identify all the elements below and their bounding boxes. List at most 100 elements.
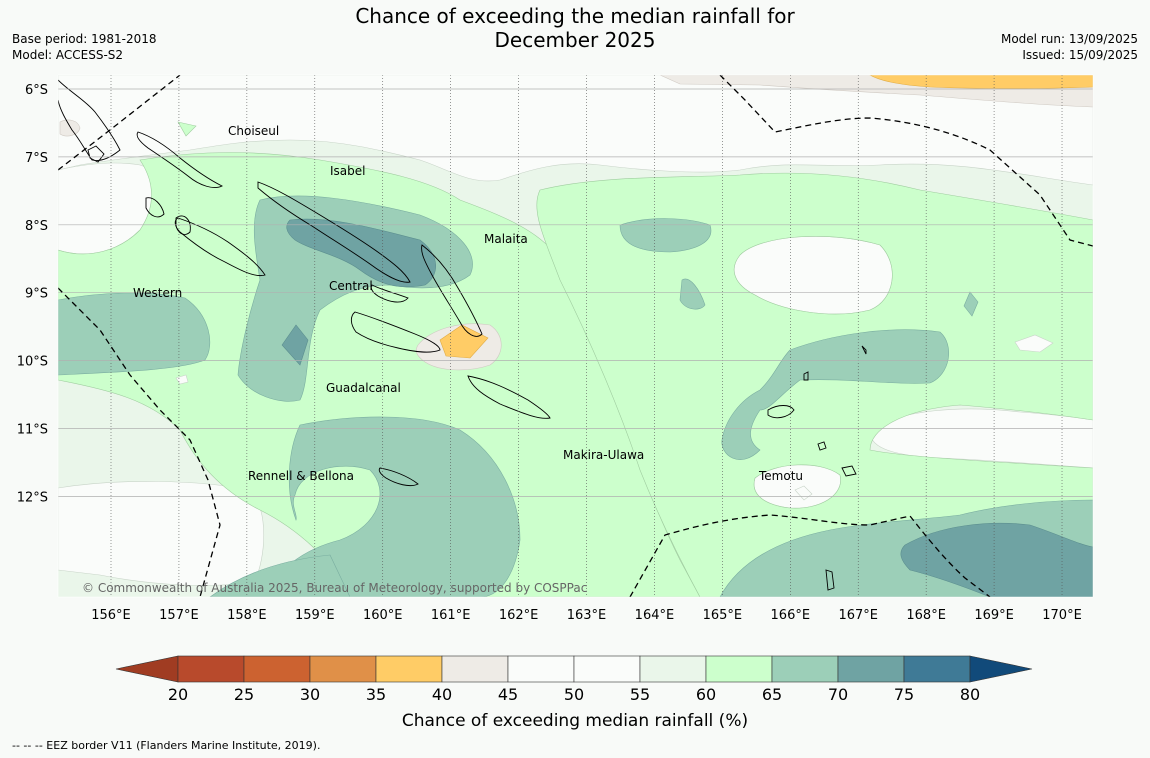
contour-wetter-western (58, 292, 211, 376)
issued-date: Issued: 15/09/2025 (1022, 48, 1138, 62)
label-guadalcanal: Guadalcanal (326, 381, 401, 395)
colorbar-tick: 35 (366, 685, 386, 704)
lon-label: 162°E (499, 608, 539, 623)
contour-neutral-east (1014, 334, 1054, 353)
model-name: Model: ACCESS-S2 (12, 48, 124, 62)
coast-guadalcanal (350, 311, 441, 353)
colorbar-segment (639, 655, 707, 683)
coast-vella (145, 197, 165, 218)
longitude-labels: 156°E 157°E 158°E 159°E 160°E 161°E 162°E 163°E… (91, 608, 1082, 623)
colorbar-tick: 45 (498, 685, 518, 704)
model-run: Model run: 13/09/2025 (1000, 32, 1138, 46)
colorbar-ticks: 20 25 30 35 40 45 50 55 60 65 70 75 80 (168, 685, 980, 704)
colorbar-arrow-high (969, 655, 1033, 683)
coast-santa-cruz-sm (803, 371, 809, 381)
label-rennell-bellona: Rennell & Bellona (248, 469, 354, 483)
label-western: Western (133, 286, 182, 300)
gridlines-latitude (58, 88, 1093, 497)
eez-border-southeast (629, 514, 991, 597)
coast-ndeni (767, 405, 795, 419)
lon-label: 159°E (295, 608, 335, 623)
contour-near-median-north (58, 75, 1093, 186)
colorbar-tick: 70 (828, 685, 848, 704)
lon-label: 156°E (91, 608, 131, 623)
coast-makira (467, 375, 551, 419)
contour-strong-wet-central (281, 324, 309, 366)
contour-strong-wet-solomons (286, 218, 436, 288)
contour-wetter-southwest (209, 554, 351, 597)
contour-wetter-malaita-east (619, 218, 712, 253)
lon-label: 169°E (974, 608, 1014, 623)
lon-label: 165°E (703, 608, 743, 623)
contour-dry-north (869, 75, 1093, 89)
colorbar (115, 655, 1033, 683)
colorbar-tick: 50 (564, 685, 584, 704)
colorbar-tick: 60 (696, 685, 716, 704)
eez-border-northeast (719, 75, 1093, 247)
colorbar-segment (309, 655, 377, 683)
lon-label: 166°E (771, 608, 811, 623)
colorbar-segment (177, 655, 245, 683)
meta-right: Model run: 13/09/2025 Issued: 15/09/2025 (1001, 31, 1138, 63)
coast-rennell (378, 467, 419, 487)
colorbar-segment (837, 655, 905, 683)
label-malaita: Malaita (484, 232, 528, 246)
contour-near-median-southwest (58, 481, 264, 586)
label-choiseul: Choiseul (228, 124, 279, 138)
title-line-1: Chance of exceeding the median rainfall … (355, 4, 795, 28)
colorbar-tick: 25 (234, 685, 254, 704)
contour-wetter-east (536, 172, 1093, 597)
lon-label: 158°E (227, 608, 267, 623)
coast-bougainville (58, 79, 121, 161)
lon-label: 167°E (838, 608, 878, 623)
label-temotu: Temotu (758, 469, 803, 483)
colorbar-segment (903, 655, 971, 683)
lat-label: 11°S (17, 423, 48, 438)
contour-neutral-nw (59, 119, 81, 137)
colorbar-tick: 55 (630, 685, 650, 704)
latitude-labels: 6°S 7°S 8°S 9°S 10°S 11°S 12°S (17, 83, 48, 505)
colorbar-tick: 30 (300, 685, 320, 704)
coast-ranongga (175, 215, 191, 235)
contour-wetter-168 (963, 291, 979, 317)
coast-south-small (825, 569, 835, 591)
coast-choiseul (136, 131, 224, 188)
contour-wetter-164 (679, 278, 706, 310)
map-area: © Commonwealth of Australia 2025, Bureau… (58, 75, 1093, 597)
eez-borders (58, 75, 1093, 597)
contour-dry-central (439, 324, 489, 359)
lat-label: 7°S (25, 151, 48, 166)
title-line-2: December 2025 (494, 28, 656, 52)
colorbar-segment (441, 655, 509, 683)
eez-border-west (58, 287, 221, 597)
label-makira-ulawa: Makira-Ulawa (563, 448, 644, 462)
lon-label: 170°E (1042, 608, 1082, 623)
lon-label: 160°E (363, 608, 403, 623)
coast-malaita (421, 244, 483, 337)
colorbar-tick: 65 (762, 685, 782, 704)
coast-utupua (817, 441, 827, 451)
contour-wetter-nw (177, 121, 197, 137)
lat-label: 6°S (25, 83, 48, 98)
lon-label: 161°E (431, 608, 471, 623)
lon-label: 157°E (159, 608, 199, 623)
gridlines-longitude (110, 75, 1063, 597)
colorbar-tick: 40 (432, 685, 452, 704)
lon-label: 168°E (906, 608, 946, 623)
lat-label: 10°S (17, 355, 48, 370)
eez-footer-note: -- -- -- EEZ border V11 (Flanders Marine… (12, 739, 321, 752)
colorbar-segment (705, 655, 773, 683)
coast-tikopia (861, 345, 867, 355)
colorbar-segment (573, 655, 641, 683)
lat-label: 12°S (17, 490, 48, 505)
colorbar-segment (771, 655, 839, 683)
coastlines (58, 79, 867, 591)
contour-wetter-rennell (259, 416, 521, 597)
label-central: Central (329, 279, 373, 293)
eez-border-northwest (58, 75, 181, 171)
coast-isabel (257, 181, 411, 283)
lat-label: 8°S (25, 219, 48, 234)
colorbar-segment (243, 655, 311, 683)
colorbar-segment (507, 655, 575, 683)
